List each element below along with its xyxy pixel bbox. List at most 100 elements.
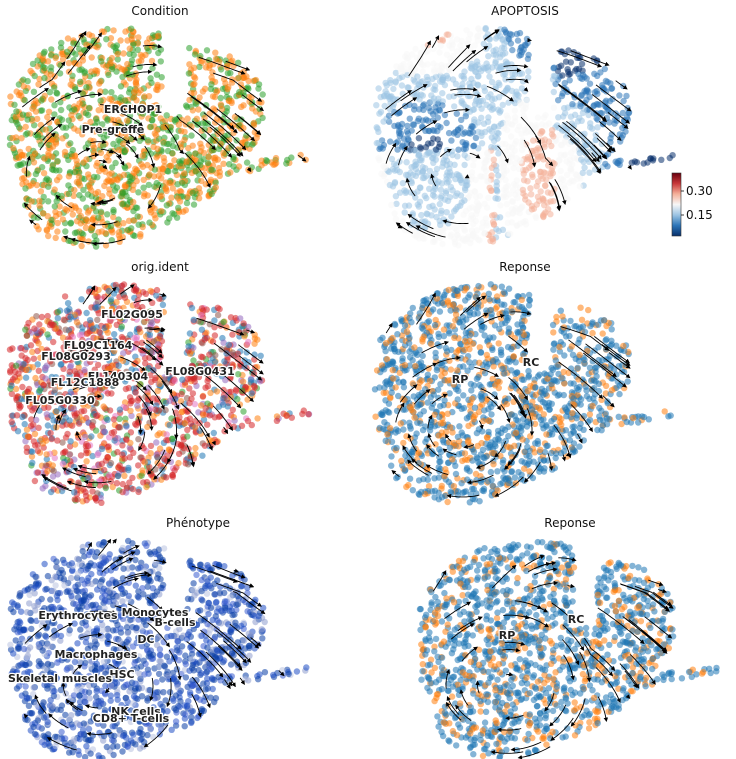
data-point bbox=[24, 433, 32, 440]
data-point bbox=[223, 104, 231, 112]
data-point bbox=[147, 450, 154, 457]
data-point bbox=[158, 175, 165, 182]
data-point bbox=[512, 92, 519, 99]
data-point bbox=[467, 239, 474, 247]
data-point bbox=[225, 97, 233, 104]
data-point bbox=[411, 102, 418, 110]
data-point bbox=[481, 230, 488, 237]
data-point bbox=[254, 415, 261, 422]
data-point bbox=[53, 177, 61, 184]
data-point bbox=[481, 87, 489, 95]
data-point bbox=[403, 128, 411, 135]
data-point bbox=[110, 206, 117, 214]
data-point bbox=[123, 422, 130, 429]
data-point bbox=[446, 169, 454, 176]
data-point bbox=[486, 126, 493, 133]
data-point bbox=[141, 93, 148, 100]
panel-title: Reponse bbox=[499, 260, 550, 274]
data-point bbox=[201, 336, 208, 343]
data-point bbox=[604, 150, 612, 158]
data-point bbox=[463, 466, 471, 473]
data-point bbox=[195, 195, 203, 202]
data-point bbox=[235, 163, 243, 170]
data-point bbox=[47, 320, 55, 327]
data-point bbox=[41, 64, 49, 72]
data-point bbox=[214, 311, 222, 319]
data-point bbox=[35, 424, 42, 431]
data-point bbox=[463, 27, 470, 34]
data-point bbox=[12, 113, 19, 121]
data-point bbox=[557, 151, 564, 158]
data-point bbox=[485, 194, 492, 201]
data-point bbox=[548, 131, 556, 138]
data-point bbox=[104, 416, 111, 423]
data-point bbox=[122, 164, 129, 172]
data-point bbox=[130, 286, 138, 294]
data-point bbox=[67, 219, 75, 226]
data-point bbox=[616, 92, 623, 99]
data-point bbox=[116, 406, 124, 413]
data-point bbox=[100, 403, 107, 410]
data-point bbox=[386, 105, 394, 113]
data-point bbox=[202, 119, 209, 127]
data-point bbox=[245, 77, 252, 85]
data-point bbox=[163, 431, 170, 438]
data-point bbox=[91, 480, 99, 487]
data-point bbox=[21, 97, 28, 104]
data-point bbox=[240, 408, 247, 415]
data-point bbox=[88, 224, 95, 231]
data-point bbox=[158, 207, 165, 215]
data-point bbox=[509, 197, 516, 205]
data-point bbox=[496, 214, 504, 221]
data-point bbox=[416, 198, 424, 205]
data-point bbox=[189, 390, 197, 397]
data-point bbox=[80, 36, 87, 43]
data-point bbox=[373, 102, 380, 109]
data-point bbox=[625, 110, 632, 117]
data-point bbox=[550, 104, 558, 111]
data-point bbox=[76, 192, 83, 199]
data-point bbox=[508, 206, 516, 213]
data-point bbox=[85, 207, 93, 214]
data-point bbox=[102, 88, 109, 95]
data-point bbox=[259, 114, 266, 122]
data-point bbox=[139, 110, 147, 117]
data-point bbox=[105, 71, 112, 79]
data-point bbox=[529, 173, 536, 181]
data-point bbox=[545, 120, 553, 127]
data-point bbox=[443, 209, 450, 216]
data-point bbox=[78, 242, 85, 250]
data-point bbox=[457, 202, 464, 209]
data-point bbox=[488, 143, 495, 151]
data-point bbox=[78, 296, 85, 303]
data-point bbox=[248, 390, 255, 397]
data-point bbox=[197, 148, 204, 155]
data-point bbox=[495, 227, 502, 235]
data-point bbox=[130, 182, 137, 189]
data-point bbox=[474, 33, 481, 40]
data-point bbox=[44, 58, 52, 65]
data-point bbox=[492, 195, 499, 202]
data-point bbox=[181, 420, 189, 427]
data-point bbox=[18, 344, 25, 352]
data-point bbox=[550, 346, 557, 353]
data-point bbox=[97, 208, 105, 215]
data-point bbox=[528, 206, 536, 213]
data-point bbox=[620, 97, 627, 105]
data-point bbox=[39, 210, 47, 217]
data-point bbox=[49, 153, 56, 160]
data-point bbox=[594, 124, 601, 131]
data-point bbox=[30, 355, 38, 362]
data-point bbox=[458, 84, 466, 91]
data-point bbox=[73, 161, 81, 168]
data-point bbox=[148, 57, 156, 65]
data-point bbox=[245, 338, 252, 346]
data-point bbox=[254, 336, 261, 343]
data-point bbox=[485, 42, 493, 49]
data-point bbox=[45, 108, 53, 116]
data-point bbox=[64, 300, 72, 307]
data-point bbox=[127, 407, 134, 414]
data-point bbox=[191, 80, 198, 88]
data-point bbox=[186, 61, 193, 68]
data-point bbox=[124, 60, 131, 68]
